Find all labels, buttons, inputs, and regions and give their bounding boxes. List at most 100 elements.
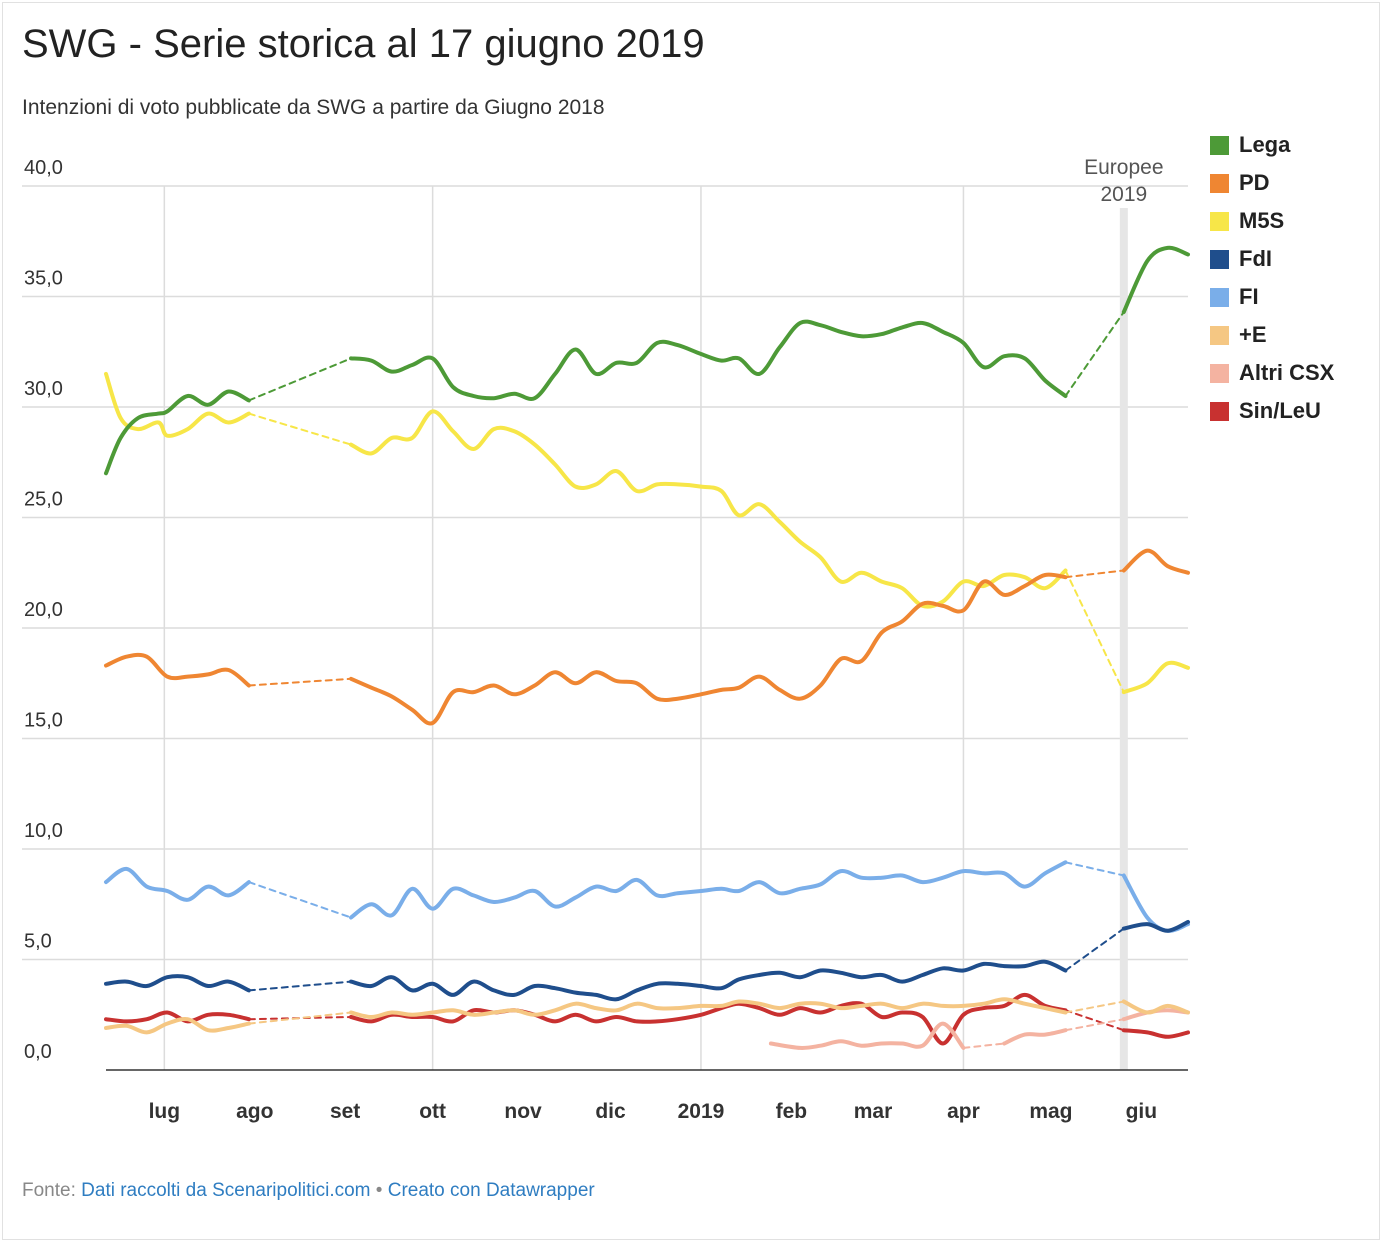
x-tick-label: mar: [854, 1100, 893, 1123]
legend-swatch: [1210, 211, 1229, 231]
series-line: [1002, 1028, 1068, 1046]
footer-separator: •: [375, 1180, 383, 1201]
series-line: [349, 997, 1068, 1019]
x-tick-label: feb: [776, 1100, 808, 1123]
series-gap-dashed: [1064, 1009, 1125, 1032]
series-line: [1121, 245, 1190, 314]
y-tick-label: 15,0: [24, 710, 63, 732]
annotation-label: 2019: [1100, 183, 1147, 206]
legend-swatch: [1210, 287, 1229, 307]
series-line: [104, 974, 251, 993]
datawrapper-link[interactable]: Creato con Datawrapper: [387, 1180, 595, 1201]
legend-swatch: [1210, 325, 1229, 345]
x-tick-label: dic: [595, 1100, 626, 1123]
x-tick-label: mag: [1029, 1100, 1072, 1123]
series-line: [349, 572, 1068, 726]
legend-swatch: [1210, 249, 1229, 269]
legend-label: FI: [1239, 284, 1259, 309]
series-gap-dashed: [1064, 861, 1125, 877]
series-line: [349, 992, 1068, 1046]
x-axis-ticks: lug ago set ott nov dic 2019 feb mar apr mag giu: [149, 1100, 1158, 1123]
y-tick-label: 20,0: [24, 599, 63, 621]
legend-label: PD: [1239, 170, 1270, 195]
legend-swatch: [1210, 173, 1229, 193]
legend-item: PD: [1210, 164, 1334, 202]
x-tick-label: nov: [504, 1100, 542, 1123]
source-link[interactable]: Dati raccolti da Scenaripolitici.com: [81, 1180, 371, 1201]
annotation-label: Europee: [1084, 156, 1163, 179]
legend-label: FdI: [1239, 246, 1272, 271]
x-tick-label: 2019: [678, 1100, 725, 1123]
series-gap-dashed: [247, 677, 352, 687]
legend-item: +E: [1210, 316, 1334, 354]
legend: Lega PD M5S FdI FI +E Altri CSX Sin/LeU: [1210, 126, 1334, 430]
y-tick-label: 30,0: [24, 378, 63, 400]
series-lega: [104, 245, 1190, 476]
legend-label: +E: [1239, 322, 1267, 347]
series-gap-dashed: [247, 881, 352, 919]
series-fdi: [104, 919, 1190, 1002]
legend-label: M5S: [1239, 208, 1285, 233]
legend-item: Altri CSX: [1210, 354, 1334, 392]
series-line: [1121, 1028, 1190, 1039]
series-pd: [104, 548, 1190, 726]
y-tick-label: 35,0: [24, 268, 63, 290]
series-gap-dashed: [1064, 569, 1125, 694]
legend-item: M5S: [1210, 202, 1334, 240]
series-line: [104, 1016, 251, 1035]
series-line: [1121, 660, 1190, 695]
series-line: [1121, 548, 1190, 575]
legend-label: Altri CSX: [1239, 360, 1335, 385]
legend-item: FI: [1210, 278, 1334, 316]
series-gap-dashed: [247, 1016, 352, 1021]
series-line: [349, 860, 1068, 920]
series-line: [349, 319, 1068, 401]
chart-title: SWG - Serie storica al 17 giugno 2019: [22, 22, 705, 66]
series-gap-dashed: [1064, 1000, 1125, 1014]
legend-item: FdI: [1210, 240, 1334, 278]
legend-item: Sin/LeU: [1210, 392, 1334, 430]
y-tick-label: 40,0: [24, 157, 63, 179]
legend-label: Sin/LeU: [1239, 398, 1321, 423]
series-line: [1121, 999, 1190, 1015]
legend-swatch: [1210, 401, 1229, 421]
series-gap-dashed: [962, 1042, 1006, 1049]
series-line: [104, 652, 251, 688]
series-line: [104, 866, 251, 902]
series-line: [768, 1021, 966, 1050]
legend-swatch: [1210, 135, 1229, 155]
series-line: [104, 1010, 251, 1024]
series-gap-dashed: [1064, 311, 1125, 397]
series--e: [104, 997, 1190, 1035]
series-gap-dashed: [247, 357, 352, 402]
series-line: [349, 409, 1068, 609]
y-tick-label: 0,0: [24, 1041, 52, 1063]
y-tick-label: 5,0: [24, 931, 52, 953]
x-tick-label: lug: [149, 1100, 181, 1123]
y-tick-label: 25,0: [24, 489, 63, 511]
series-sin-leu: [104, 992, 1190, 1046]
series-gap-dashed: [1064, 927, 1125, 972]
legend-swatch: [1210, 363, 1229, 383]
series-line: [1121, 873, 1190, 933]
annotation-band: Europee 2019: [1084, 156, 1164, 1070]
x-tick-label: set: [330, 1100, 360, 1123]
series-fi: [104, 860, 1190, 933]
series-gap-dashed: [1064, 1018, 1125, 1032]
y-gridlines: [22, 185, 1188, 961]
footer: Fonte: Dati raccolti da Scenaripolitici.…: [22, 1180, 595, 1202]
annotation-band-rect: [1119, 208, 1128, 1070]
legend-item: Lega: [1210, 126, 1334, 164]
source-label: Fonte:: [22, 1180, 76, 1201]
y-axis-ticks: 0,0 5,0 10,0 15,0 20,0 25,0 30,0 35,0 40,0: [24, 157, 63, 1063]
series-m5s: [104, 371, 1190, 695]
series-line: [1121, 919, 1190, 933]
series-gap-dashed: [247, 1011, 352, 1025]
series-line: [104, 389, 251, 476]
series-gap-dashed: [247, 412, 352, 446]
series-line: [104, 371, 251, 438]
series-lines: [104, 245, 1190, 1050]
series-gap-dashed: [1064, 569, 1125, 579]
